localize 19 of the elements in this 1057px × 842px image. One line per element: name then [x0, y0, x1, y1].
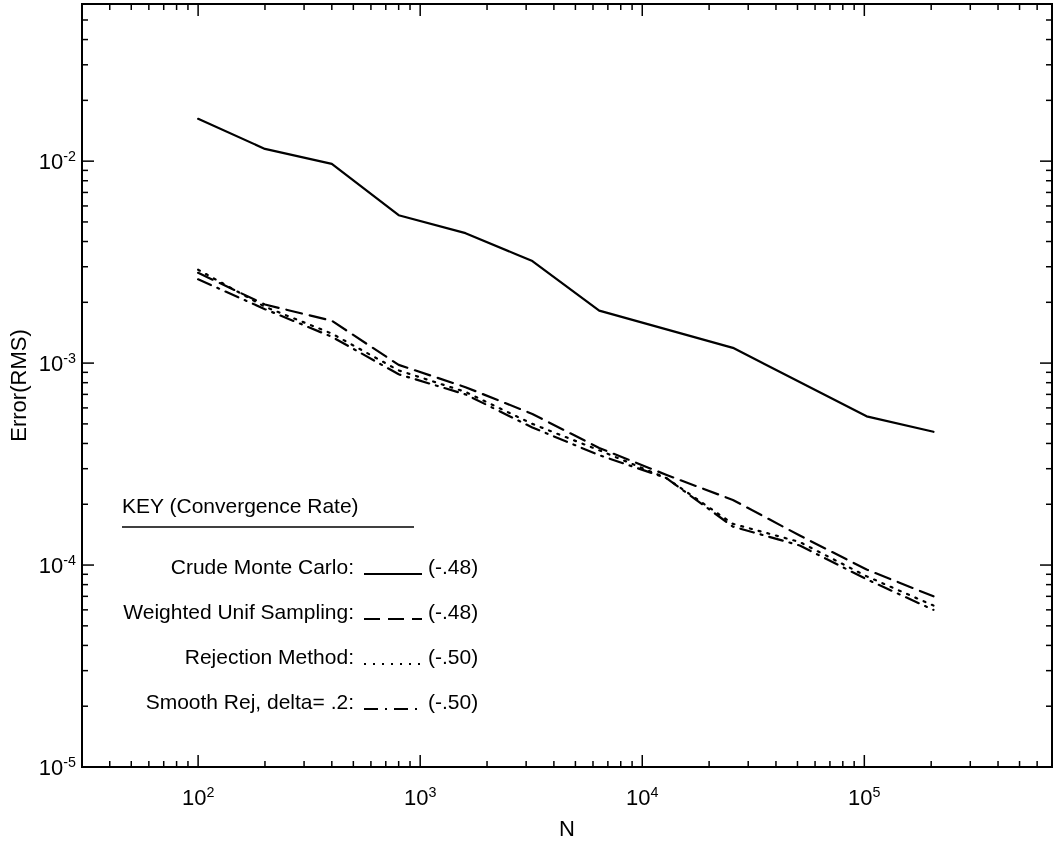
y-tick-label: 10$^{-2}$ — [38, 148, 77, 175]
legend-label: Rejection Method: — [184, 645, 354, 668]
x-axis-title: N — [559, 816, 575, 841]
y-tick-label: 10$^{-5}$ — [38, 754, 77, 780]
y-tick-label: 10$^{-3}$ — [38, 350, 77, 377]
annotation: (-.48) — [428, 600, 479, 623]
x-tick-label: 10$^{5}$ — [848, 784, 881, 810]
legend-label: Weighted Unif Sampling: — [123, 600, 354, 623]
y-tick-label: 10$^{-4}$ — [38, 552, 77, 579]
annotation: (-.50) — [428, 690, 479, 713]
x-tick-label: 10$^{4}$ — [626, 784, 659, 810]
y-axis-title: Error(RMS) — [6, 329, 31, 442]
annotation: (-.50) — [428, 645, 479, 668]
x-tick-label: 10$^{2}$ — [181, 784, 215, 810]
x-tick-label: 10$^{3}$ — [403, 784, 437, 810]
legend-label: Smooth Rej, delta= .2: — [145, 690, 354, 713]
annotation: (-.48) — [428, 555, 479, 578]
legend-label: Crude Monte Carlo: — [170, 555, 354, 578]
legend-title: KEY (Convergence Rate) — [122, 494, 359, 517]
